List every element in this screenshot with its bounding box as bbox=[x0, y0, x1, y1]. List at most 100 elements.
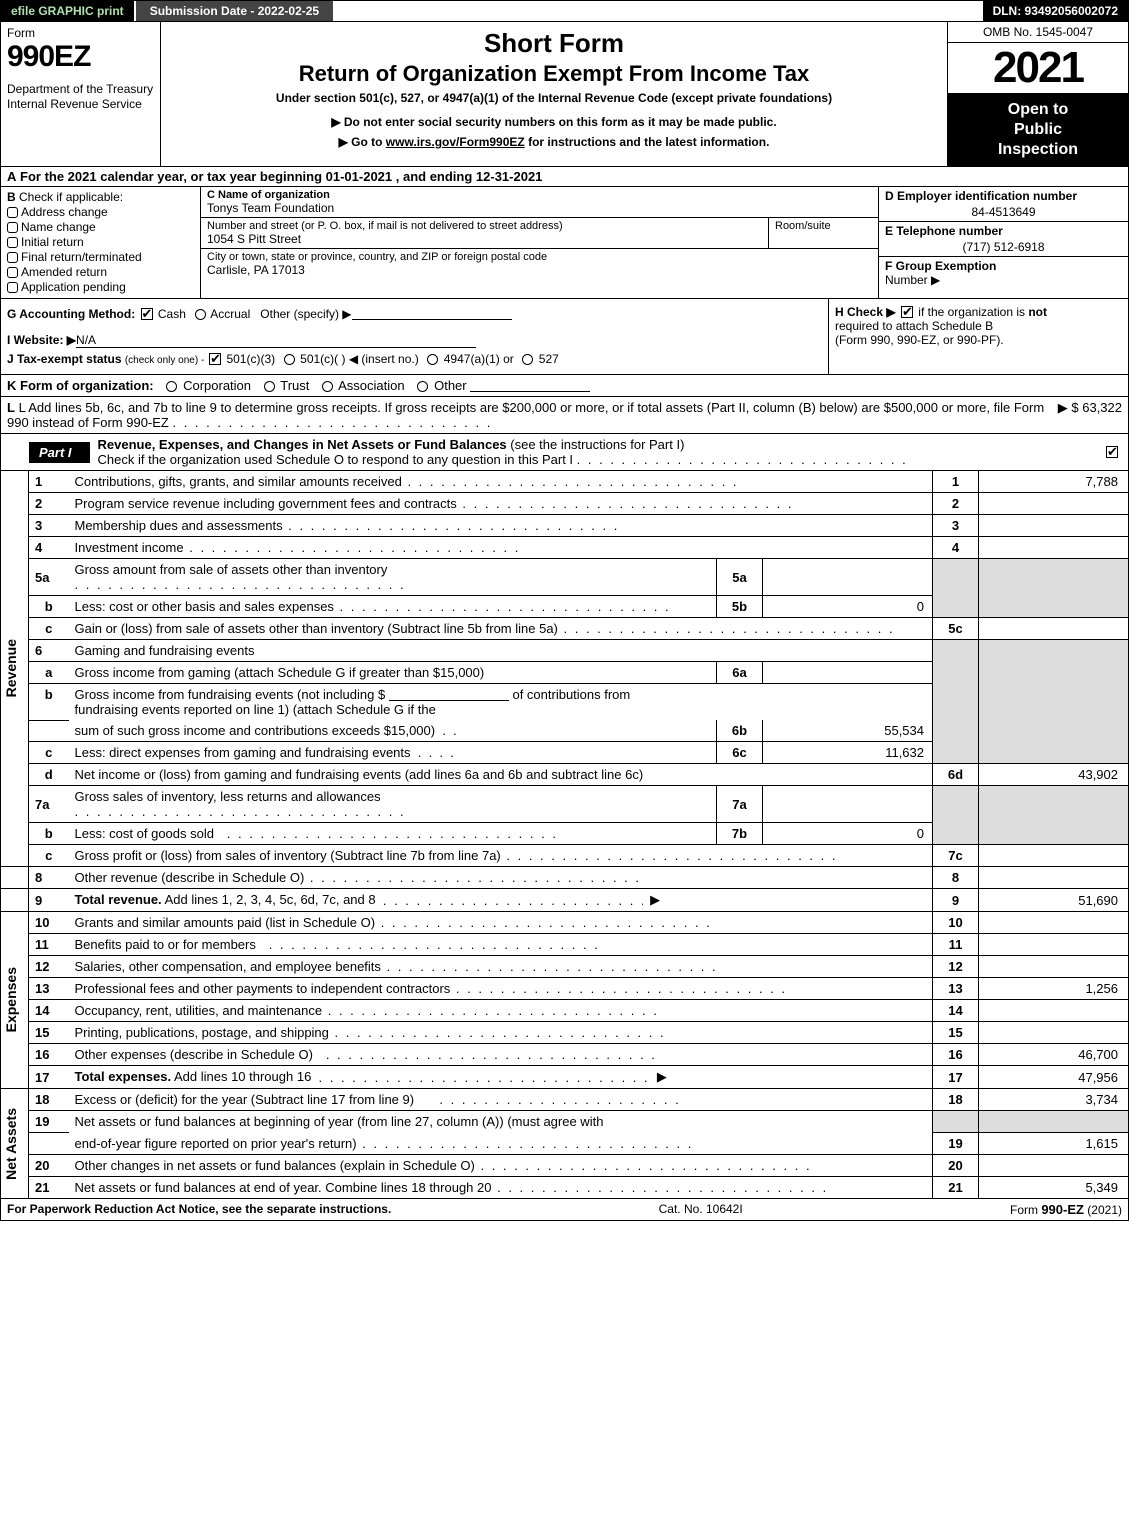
h-not: not bbox=[1028, 305, 1047, 319]
line-5c-rn: 5c bbox=[933, 618, 979, 640]
row-j: J Tax-exempt status (check only one) - 5… bbox=[7, 352, 822, 366]
chk-part1-schedule-o[interactable] bbox=[1106, 446, 1118, 458]
footer-mid: Cat. No. 10642I bbox=[659, 1202, 743, 1217]
room-label: Room/suite bbox=[775, 220, 872, 232]
line-13-amt: 1,256 bbox=[979, 978, 1129, 1000]
line-6d-amt: 43,902 bbox=[979, 764, 1129, 786]
line-6b-ib: 6b bbox=[717, 720, 763, 742]
chk-accrual[interactable] bbox=[195, 309, 206, 320]
line-18-desc: Excess or (deficit) for the year (Subtra… bbox=[75, 1092, 415, 1107]
line-18-num: 18 bbox=[29, 1089, 69, 1111]
row-l: L L Add lines 5b, 6c, and 7b to line 9 t… bbox=[0, 397, 1129, 434]
vtab-expenses: Expenses bbox=[1, 959, 21, 1040]
i-label: I Website: ▶ bbox=[7, 333, 76, 347]
line-9: 9 Total revenue. Add lines 1, 2, 3, 4, 5… bbox=[1, 889, 1129, 912]
subtitle-2: ▶ Do not enter social security numbers o… bbox=[169, 115, 939, 129]
line-7a-iamt bbox=[763, 786, 933, 823]
line-3: 3 Membership dues and assessments 3 bbox=[1, 515, 1129, 537]
city-label: City or town, state or province, country… bbox=[207, 251, 872, 263]
chk-amended-return[interactable]: Amended return bbox=[7, 265, 194, 279]
header-left: Form 990EZ Department of the Treasury In… bbox=[1, 22, 161, 166]
addr-value: 1054 S Pitt Street bbox=[207, 232, 762, 246]
line-21: 21 Net assets or fund balances at end of… bbox=[1, 1177, 1129, 1199]
line-6b-blank[interactable] bbox=[389, 700, 509, 701]
line-7a-num: 7a bbox=[29, 786, 69, 823]
l-text: L Add lines 5b, 6c, and 7b to line 9 to … bbox=[7, 400, 1044, 430]
footer-right: Form 990-EZ (2021) bbox=[1010, 1202, 1122, 1217]
line-5c-num: c bbox=[29, 618, 69, 640]
line-8: 8 Other revenue (describe in Schedule O)… bbox=[1, 867, 1129, 889]
line-7b-iamt: 0 bbox=[763, 823, 933, 845]
section-bcdef: B Check if applicable: Address change Na… bbox=[0, 187, 1129, 299]
expenses-table: Expenses 10 Grants and similar amounts p… bbox=[0, 912, 1129, 1089]
part1-header: Part I Revenue, Expenses, and Changes in… bbox=[0, 434, 1129, 471]
line-19-num: 19 bbox=[29, 1111, 69, 1133]
line-8-amt bbox=[979, 867, 1129, 889]
line-6-desc: Gaming and fundraising events bbox=[75, 643, 255, 658]
line-1-amt: 7,788 bbox=[979, 471, 1129, 493]
line-13-num: 13 bbox=[29, 978, 69, 1000]
arrow-icon: ▶ bbox=[657, 1069, 667, 1085]
chk-association[interactable] bbox=[322, 381, 333, 392]
line-12-num: 12 bbox=[29, 956, 69, 978]
line-19-d2: end-of-year figure reported on prior yea… bbox=[75, 1136, 357, 1151]
footer-right-pre: Form bbox=[1010, 1203, 1041, 1217]
line-9-desc: Add lines 1, 2, 3, 4, 5c, 6d, 7c, and 8 bbox=[162, 892, 376, 907]
chk-trust[interactable] bbox=[264, 381, 275, 392]
part1-check-line: Check if the organization used Schedule … bbox=[98, 452, 574, 467]
line-2-num: 2 bbox=[29, 493, 69, 515]
line-15-desc: Printing, publications, postage, and shi… bbox=[75, 1025, 329, 1040]
line-6c-iamt: 11,632 bbox=[763, 742, 933, 764]
form-title: Return of Organization Exempt From Incom… bbox=[169, 61, 939, 87]
line-11-desc: Benefits paid to or for members bbox=[75, 937, 256, 952]
line-15-num: 15 bbox=[29, 1022, 69, 1044]
line-7a-ib: 7a bbox=[717, 786, 763, 823]
chk-501c[interactable] bbox=[284, 354, 295, 365]
j-527: 527 bbox=[539, 352, 559, 366]
subtitle-1: Under section 501(c), 527, or 4947(a)(1)… bbox=[169, 91, 939, 105]
line-11-rn: 11 bbox=[933, 934, 979, 956]
line-7c-desc: Gross profit or (loss) from sales of inv… bbox=[75, 848, 501, 863]
k-other: Other bbox=[434, 378, 467, 393]
line-17-amt: 47,956 bbox=[979, 1066, 1129, 1089]
line-21-rn: 21 bbox=[933, 1177, 979, 1199]
section-g-left: G Accounting Method: Cash Accrual Other … bbox=[1, 299, 828, 374]
chk-final-return[interactable]: Final return/terminated bbox=[7, 250, 194, 264]
chk-initial-return[interactable]: Initial return bbox=[7, 235, 194, 249]
chk-527[interactable] bbox=[522, 354, 533, 365]
line-17-bold: Total expenses. bbox=[75, 1069, 172, 1084]
chk-address-change[interactable]: Address change bbox=[7, 205, 194, 219]
open-inspection: Open to Public Inspection bbox=[948, 94, 1128, 166]
line-11-num: 11 bbox=[29, 934, 69, 956]
chk-h[interactable] bbox=[901, 306, 913, 318]
chk-corporation[interactable] bbox=[166, 381, 177, 392]
section-gh: G Accounting Method: Cash Accrual Other … bbox=[0, 299, 1129, 375]
line-7a: 7a Gross sales of inventory, less return… bbox=[1, 786, 1129, 823]
line-8-desc: Other revenue (describe in Schedule O) bbox=[75, 870, 305, 885]
line-15-rn: 15 bbox=[933, 1022, 979, 1044]
line-17-rn: 17 bbox=[933, 1066, 979, 1089]
line-7c-amt bbox=[979, 845, 1129, 867]
chk-application-pending[interactable]: Application pending bbox=[7, 280, 194, 294]
irs-link[interactable]: www.irs.gov/Form990EZ bbox=[386, 135, 525, 149]
line-7b-num: b bbox=[29, 823, 69, 845]
page-footer: For Paperwork Reduction Act Notice, see … bbox=[0, 1199, 1129, 1221]
chk-4947[interactable] bbox=[427, 354, 438, 365]
efile-print-link[interactable]: efile GRAPHIC print bbox=[1, 1, 136, 21]
line-3-amt bbox=[979, 515, 1129, 537]
chk-501c3[interactable] bbox=[209, 353, 221, 365]
chk-cash[interactable] bbox=[141, 308, 153, 320]
chk-name-change[interactable]: Name change bbox=[7, 220, 194, 234]
chk-other-org[interactable] bbox=[417, 381, 428, 392]
line-9-rn: 9 bbox=[933, 889, 979, 912]
g-cash: Cash bbox=[158, 307, 186, 321]
b-letter: B bbox=[7, 190, 16, 204]
g-other-line[interactable] bbox=[352, 319, 512, 320]
line-4: 4 Investment income 4 bbox=[1, 537, 1129, 559]
part1-title: Revenue, Expenses, and Changes in Net As… bbox=[90, 434, 1096, 470]
j-4947: 4947(a)(1) or bbox=[444, 352, 514, 366]
addr-label: Number and street (or P. O. box, if mail… bbox=[207, 220, 762, 232]
line-8-num: 8 bbox=[29, 867, 69, 889]
k-other-line[interactable] bbox=[470, 391, 590, 392]
line-21-num: 21 bbox=[29, 1177, 69, 1199]
